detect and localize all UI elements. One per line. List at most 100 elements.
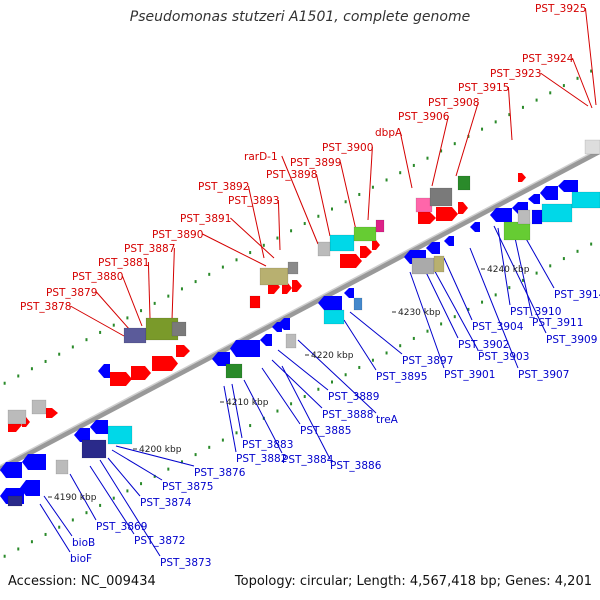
gene-label: PST_3878 — [20, 301, 71, 313]
gene-label: PST_3874 — [140, 497, 192, 509]
gene-box — [317, 241, 331, 257]
reverse-gene-arrow — [22, 454, 46, 470]
leader-line — [99, 459, 161, 557]
scale-dot — [85, 338, 88, 342]
reverse-gene-arrow — [278, 318, 290, 330]
scale-dot — [17, 374, 20, 378]
leader-line — [431, 115, 449, 187]
gene-label: PST_3893 — [228, 195, 279, 207]
scale-dot — [371, 358, 374, 362]
scale-dot — [590, 69, 593, 73]
reverse-gene-arrow — [74, 428, 90, 442]
reverse-gene-arrow — [540, 186, 558, 200]
scale-dots — [3, 69, 593, 558]
gene-box — [123, 327, 147, 344]
gene-label: PST_3907 — [518, 369, 569, 381]
forward-gene-arrow — [340, 254, 362, 268]
scale-dot — [71, 518, 74, 522]
reverse-gene-arrow — [558, 180, 578, 192]
gene-label: PST_3890 — [152, 229, 203, 241]
gene-box — [503, 221, 531, 241]
gene-label: PST_3884 — [282, 454, 334, 466]
gene-box — [429, 187, 453, 207]
reverse-gene-arrow — [490, 208, 512, 222]
reverse-gene-arrow — [528, 194, 540, 204]
leader-line — [281, 365, 331, 460]
gene-label: PST_3911 — [532, 317, 583, 329]
scale-dot — [112, 323, 115, 327]
scale-dot — [426, 329, 429, 333]
reverse-gene-arrow — [318, 296, 342, 310]
leader-line — [297, 339, 377, 414]
scale-dot — [58, 352, 61, 356]
leader-line — [39, 503, 71, 553]
scale-dot — [249, 424, 252, 428]
leader-line — [271, 359, 323, 409]
leader-line — [277, 199, 281, 251]
forward-gene-arrow — [436, 207, 458, 221]
leader-line — [247, 185, 265, 259]
leader-line — [315, 173, 331, 237]
scale-dot — [399, 171, 402, 175]
scale-dot — [521, 278, 524, 282]
gene-label: PST_3924 — [522, 53, 574, 65]
scale-dot — [412, 163, 415, 167]
gene-box — [517, 209, 531, 225]
leader-line — [147, 261, 151, 319]
gene-label: PST_3885 — [300, 425, 351, 437]
tick-label: 4200 kbp — [139, 445, 182, 455]
gene-box — [353, 226, 377, 242]
gene-label: PST_3914 — [554, 289, 600, 301]
scale-dot — [112, 496, 115, 500]
backbone-line — [0, 148, 600, 472]
scale-dot — [453, 315, 456, 319]
gene-label: bioF — [70, 553, 92, 565]
scale-dot — [412, 336, 415, 340]
scale-dot — [30, 540, 33, 544]
leader-line — [571, 57, 593, 109]
gene-box — [329, 234, 355, 252]
forward-gene-arrow — [360, 246, 372, 258]
gene-box — [285, 333, 297, 349]
tick-label: 4230 kbp — [398, 308, 441, 318]
scale-dot — [3, 554, 6, 558]
gene-label: PST_3906 — [398, 111, 450, 123]
gene-box — [55, 459, 69, 475]
scale-dot — [399, 344, 402, 348]
gene-label: PST_3881 — [98, 257, 149, 269]
scale-dot — [235, 258, 238, 262]
scale-dot — [180, 287, 183, 291]
gene-label: PST_3898 — [266, 169, 317, 181]
scale-dot — [535, 98, 538, 102]
scale-dot — [535, 271, 538, 275]
scale-dot — [17, 547, 20, 551]
gene-label: PST_3891 — [180, 213, 231, 225]
leader-line — [343, 319, 377, 371]
gene-label: PST_3908 — [428, 97, 479, 109]
scale-dot — [317, 387, 320, 391]
scale-dot — [153, 301, 156, 305]
forward-gene-arrow — [110, 372, 132, 386]
gene-label: PST_3887 — [124, 243, 175, 255]
gene-features — [0, 139, 600, 507]
scale-dot — [562, 84, 565, 88]
gene-box — [107, 425, 133, 445]
gene-label: PST_3889 — [328, 391, 379, 403]
gene-label: PST_3875 — [162, 481, 213, 493]
gene-box — [457, 175, 471, 191]
forward-gene-arrow — [518, 173, 526, 182]
leader-line — [409, 271, 445, 369]
gene-label: PST_3880 — [72, 271, 123, 283]
leader-line — [584, 7, 597, 106]
scale-dot — [549, 264, 552, 268]
reverse-gene-arrow — [20, 480, 40, 496]
forward-gene-arrow — [372, 240, 380, 250]
scale-dot — [426, 156, 429, 160]
gene-label: PST_3876 — [194, 467, 246, 479]
reverse-gene-arrow — [98, 364, 110, 378]
gene-label: PST_3872 — [134, 535, 185, 547]
scale-dot — [344, 373, 347, 377]
scale-dot — [303, 222, 306, 226]
scale-dot — [30, 367, 33, 371]
